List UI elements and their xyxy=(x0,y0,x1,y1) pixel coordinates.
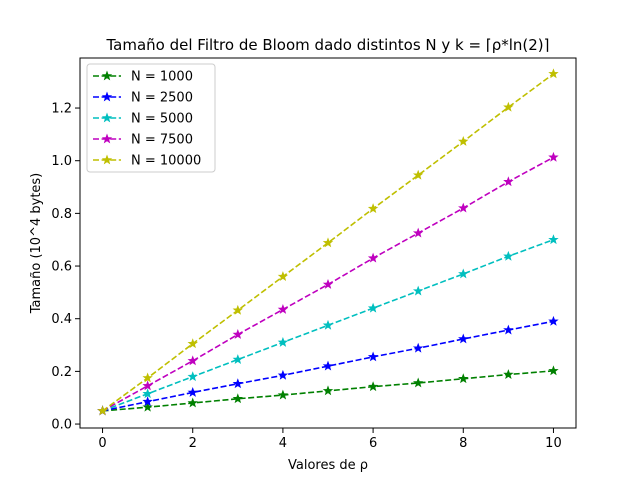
star-marker xyxy=(322,385,334,396)
series-n-10000 xyxy=(97,68,559,416)
chart-title: Tamaño del Filtro de Bloom dado distinto… xyxy=(105,36,549,54)
star-marker xyxy=(458,202,469,213)
legend-item: N = 7500 xyxy=(93,133,193,148)
series-n-1000 xyxy=(97,365,559,416)
legend-marker xyxy=(101,112,113,123)
legend-label: N = 7500 xyxy=(131,133,193,148)
star-marker xyxy=(548,315,559,326)
y-tick-label: 0.2 xyxy=(51,365,72,380)
star-marker xyxy=(367,252,379,263)
y-axis-ticks: 0.0 0.2 0.4 0.6 0.8 1.0 1.2 xyxy=(51,102,80,433)
y-tick-label: 0.4 xyxy=(51,312,72,327)
y-tick-label: 0.8 xyxy=(51,207,72,222)
legend-marker xyxy=(101,154,113,165)
star-marker xyxy=(548,365,559,376)
x-tick-label: 4 xyxy=(279,436,287,451)
star-marker xyxy=(548,234,559,245)
star-marker xyxy=(322,279,334,289)
star-marker xyxy=(367,351,379,362)
star-marker xyxy=(277,336,289,347)
x-tick-label: 6 xyxy=(369,436,377,451)
star-marker xyxy=(187,371,198,382)
star-marker xyxy=(503,250,514,261)
series-layer xyxy=(97,68,559,416)
y-tick-label: 1.0 xyxy=(51,154,72,169)
legend-label: N = 5000 xyxy=(131,112,193,127)
y-tick-label: 0.6 xyxy=(51,260,72,275)
star-marker xyxy=(412,377,424,388)
legend-item: N = 1000 xyxy=(93,70,193,85)
star-marker xyxy=(412,342,424,353)
star-marker xyxy=(187,386,198,397)
star-marker xyxy=(232,393,244,404)
y-tick-label: 0.0 xyxy=(51,418,72,433)
star-marker xyxy=(412,227,424,238)
star-marker xyxy=(232,378,243,389)
series-line xyxy=(102,320,554,412)
star-marker xyxy=(322,319,334,330)
star-marker xyxy=(367,203,379,214)
star-marker xyxy=(322,237,334,248)
star-marker xyxy=(277,369,289,380)
legend-label: N = 2500 xyxy=(131,91,193,106)
legend-item: N = 5000 xyxy=(93,112,193,127)
star-marker xyxy=(458,136,469,146)
star-marker xyxy=(232,329,244,339)
star-marker xyxy=(367,302,379,313)
legend-marker xyxy=(101,70,113,81)
star-marker xyxy=(277,271,289,281)
y-tick-label: 1.2 xyxy=(51,102,72,117)
legend-label: N = 10000 xyxy=(131,154,201,169)
star-marker xyxy=(367,381,379,392)
legend: N = 1000 N = 2500 N = 5000 N = 7500 N = 1000… xyxy=(86,63,216,173)
star-marker xyxy=(503,176,514,187)
star-marker xyxy=(277,389,289,400)
series-n-7500 xyxy=(97,151,559,416)
star-marker xyxy=(187,338,198,349)
star-marker xyxy=(187,397,198,408)
star-marker xyxy=(503,101,514,112)
star-marker xyxy=(232,354,244,364)
star-marker xyxy=(142,388,153,399)
x-tick-label: 0 xyxy=(98,436,106,451)
star-marker xyxy=(412,285,424,296)
star-marker xyxy=(458,268,469,279)
star-marker xyxy=(277,304,289,314)
plot-frame xyxy=(79,57,577,429)
legend-item: N = 2500 xyxy=(93,91,193,106)
legend-marker xyxy=(101,91,113,102)
star-marker xyxy=(548,68,559,79)
x-tick-label: 8 xyxy=(459,436,467,451)
star-marker xyxy=(458,333,469,344)
legend-marker xyxy=(101,133,113,144)
x-tick-label: 10 xyxy=(545,436,562,451)
star-marker xyxy=(187,355,198,366)
x-axis-ticks: 0 2 4 6 8 10 xyxy=(98,428,562,451)
star-marker xyxy=(412,169,424,180)
star-marker xyxy=(503,324,514,335)
y-axis-label: Tamaño (10^4 bytes) xyxy=(29,173,44,315)
star-marker xyxy=(548,151,559,162)
star-marker xyxy=(142,396,153,407)
star-marker xyxy=(503,369,514,379)
series-n-2500 xyxy=(97,315,559,416)
star-marker xyxy=(322,360,334,371)
series-n-5000 xyxy=(97,234,559,416)
star-marker xyxy=(232,304,244,315)
star-marker xyxy=(142,380,153,391)
legend-label: N = 1000 xyxy=(131,70,193,85)
x-tick-label: 2 xyxy=(189,436,197,451)
x-axis-label: Valores de ρ xyxy=(288,458,368,473)
star-marker xyxy=(142,372,153,383)
legend-item: N = 10000 xyxy=(93,154,201,169)
star-marker xyxy=(97,405,108,416)
star-marker xyxy=(142,401,153,412)
star-marker xyxy=(458,373,469,384)
legend-box xyxy=(86,63,216,173)
